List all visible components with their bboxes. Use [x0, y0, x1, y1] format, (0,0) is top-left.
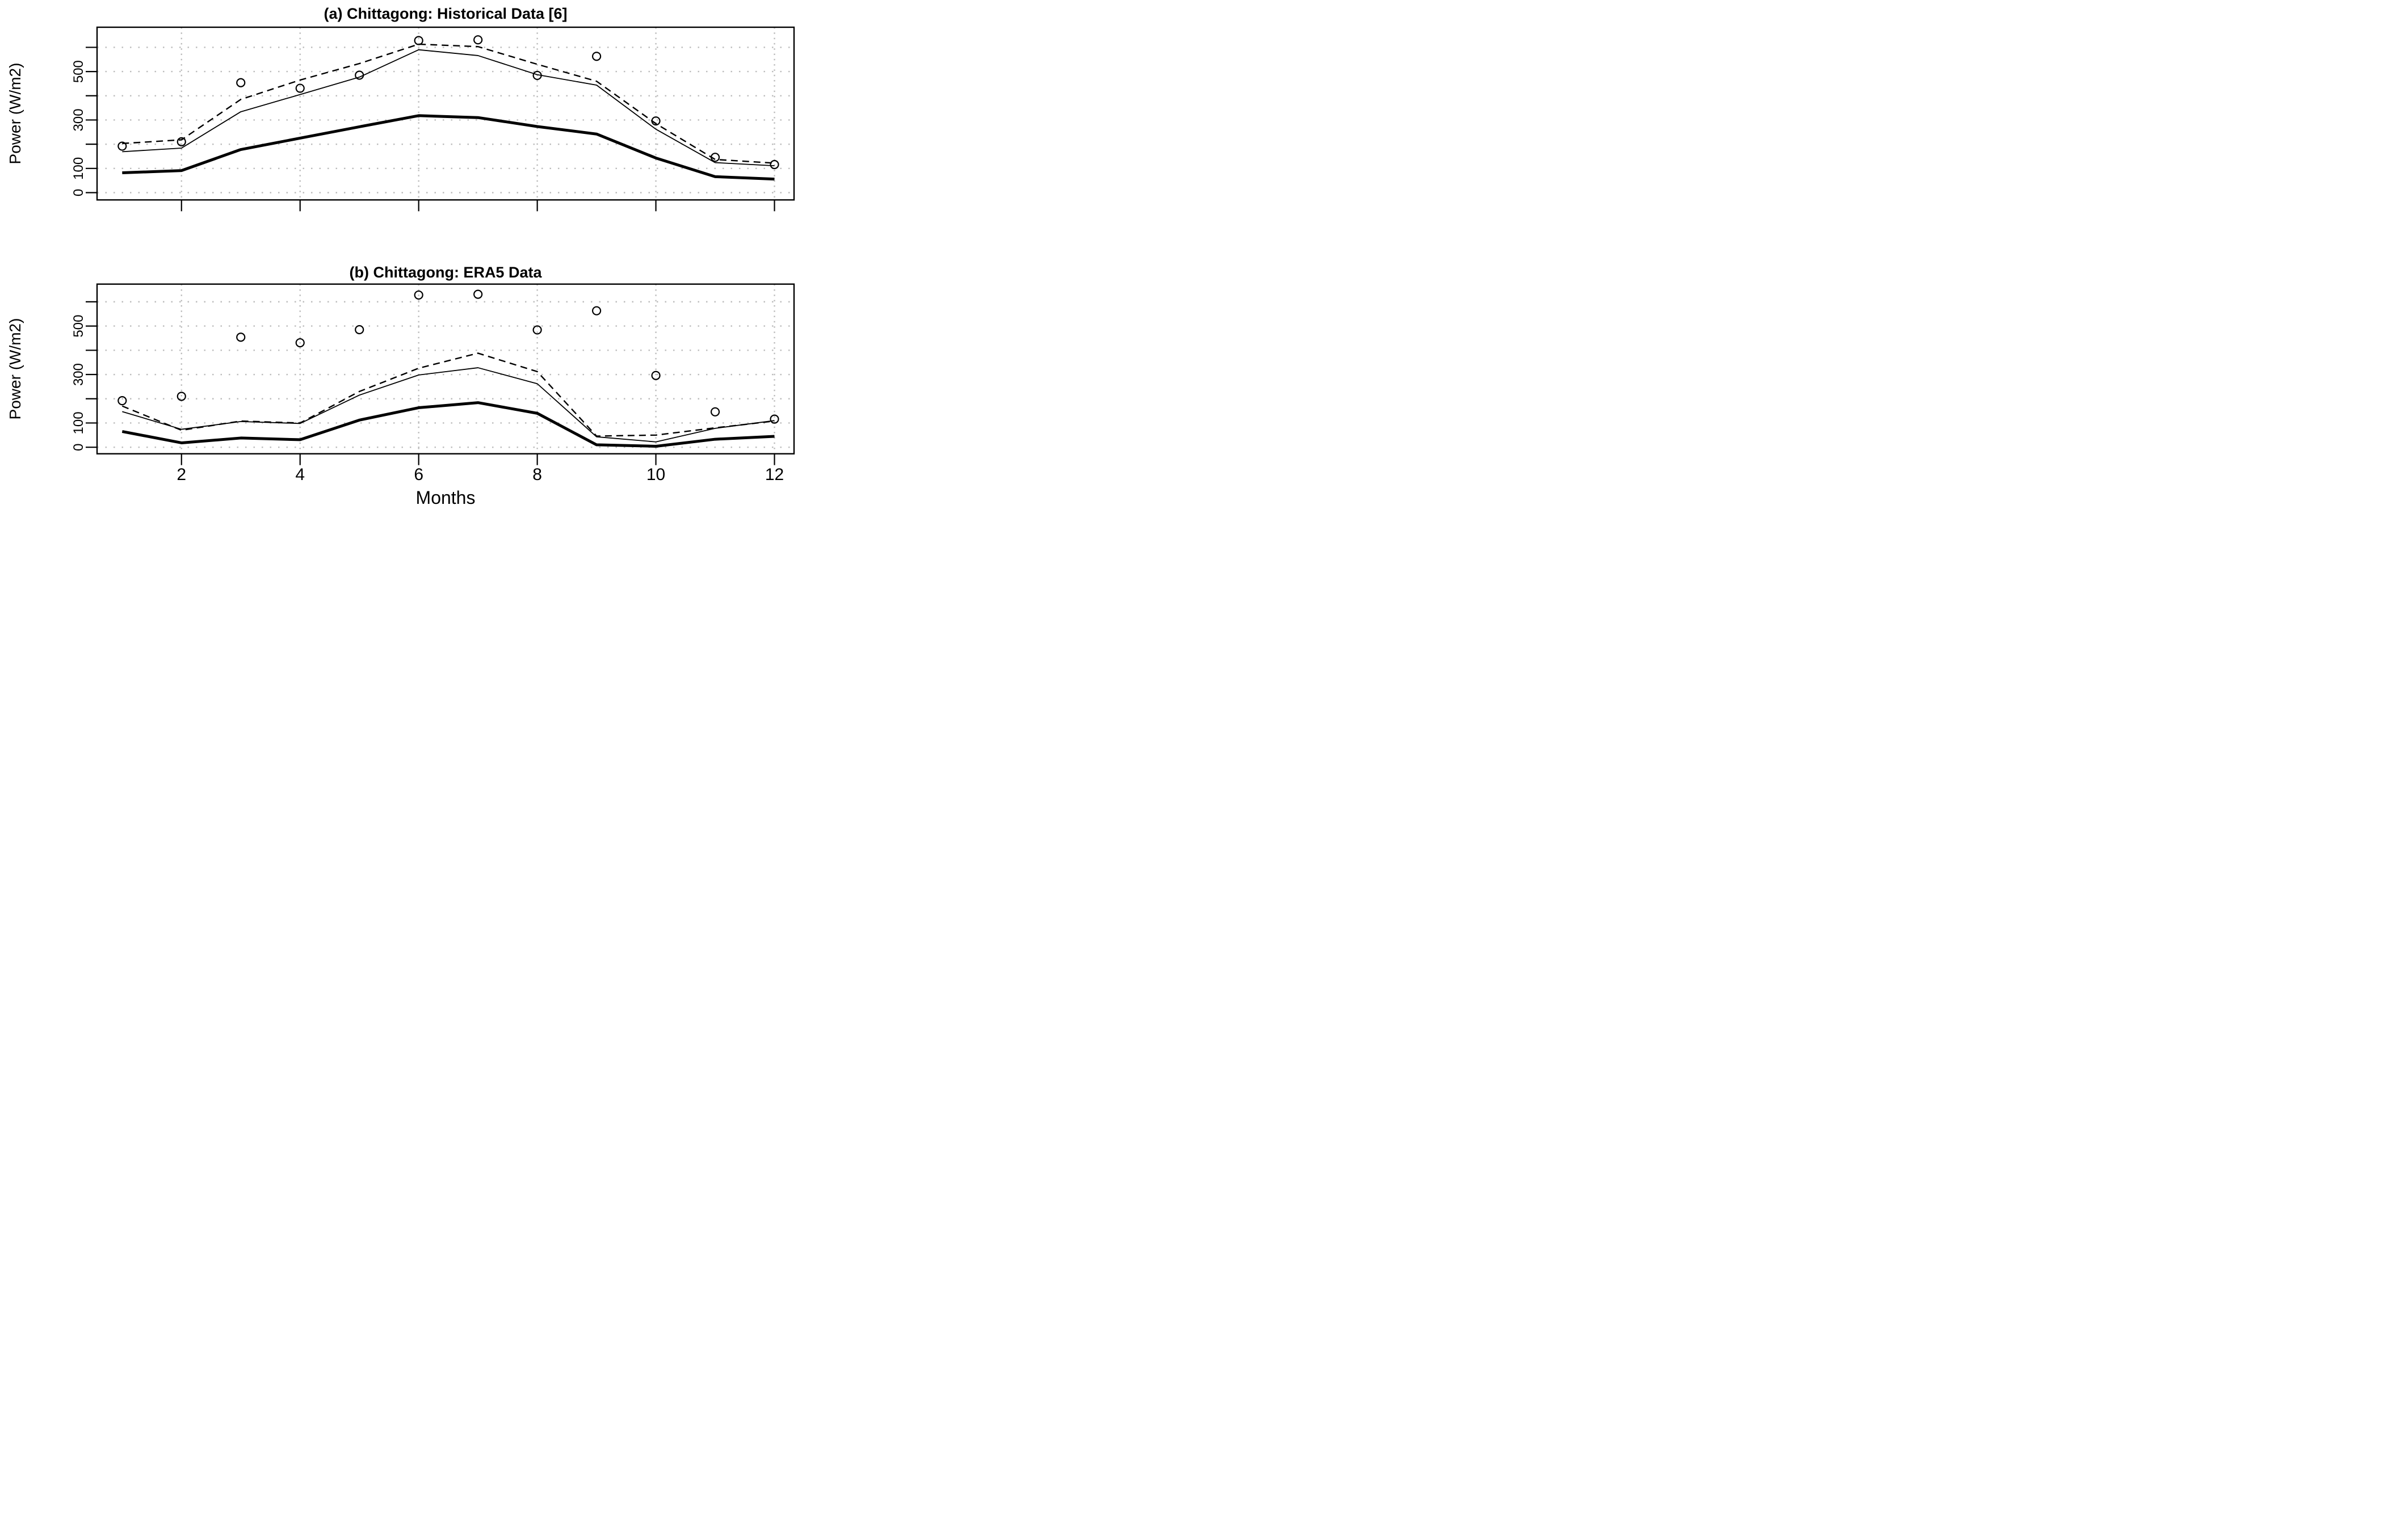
panel-b-plot-area: 0 100 300 500 2 4 6 8 10 12 [71, 283, 795, 484]
panel-b-y-axis-label: Power (W/m2) [6, 318, 24, 420]
observed-point [532, 70, 542, 81]
observed-point [177, 137, 186, 146]
observed-point [295, 338, 305, 348]
x-axis-label: Months [416, 487, 476, 508]
x-tick-label: 4 [295, 465, 305, 484]
observed-point [117, 396, 127, 406]
observed-point [355, 70, 364, 80]
observed-point [591, 52, 602, 61]
chart-canvas: (a) Chittagong: Historical Data [6] (b) … [6, 5, 795, 508]
observed-point [651, 116, 661, 126]
observed-point [117, 141, 127, 151]
y-tick-label: 500 [71, 60, 86, 83]
observed-point [414, 36, 423, 45]
y-tick-label: 100 [71, 411, 86, 434]
panel-border [96, 26, 795, 201]
observed-point [177, 392, 186, 401]
observed-point [651, 371, 661, 380]
thin-solid-line [122, 49, 775, 167]
observed-circles [117, 35, 779, 170]
x-tick-label: 2 [177, 465, 186, 484]
y-tick-label: 100 [71, 157, 86, 180]
panel-b-title: (b) Chittagong: ERA5 Data [350, 264, 543, 281]
observed-point [355, 325, 364, 335]
x-tick-label: 12 [765, 465, 784, 484]
observed-point [710, 153, 720, 162]
x-tick-label: 6 [414, 465, 423, 484]
y-tick-label: 0 [71, 189, 86, 196]
figure-root: (a) Chittagong: Historical Data [6] (b) … [0, 0, 799, 514]
panel-border [96, 283, 795, 455]
panel-a-plot-area: 0 100 300 500 [71, 26, 795, 212]
observed-point [591, 306, 602, 315]
observed-point [710, 407, 720, 416]
x-tick-label: 10 [646, 465, 665, 484]
thick-solid-line [122, 114, 775, 181]
observed-point [532, 325, 542, 335]
dashed-line [121, 352, 775, 437]
y-tick-label: 500 [71, 315, 86, 338]
observed-point [770, 414, 779, 424]
observed-point [236, 78, 246, 87]
observed-circles [117, 289, 779, 424]
dashed-line [122, 43, 775, 164]
panel-a-y-axis-label: Power (W/m2) [6, 63, 24, 165]
x-tick-label: 8 [532, 465, 542, 484]
panel-a-title: (a) Chittagong: Historical Data [6] [324, 5, 567, 22]
observed-point [295, 83, 305, 93]
y-tick-label: 0 [71, 443, 86, 451]
observed-point [473, 289, 483, 299]
y-tick-label: 300 [71, 363, 86, 386]
observed-point [473, 35, 483, 45]
observed-point [770, 159, 779, 170]
y-tick-label: 300 [71, 108, 86, 131]
thick-solid-line [121, 401, 775, 448]
observed-point [236, 333, 246, 342]
observed-point [414, 290, 423, 300]
